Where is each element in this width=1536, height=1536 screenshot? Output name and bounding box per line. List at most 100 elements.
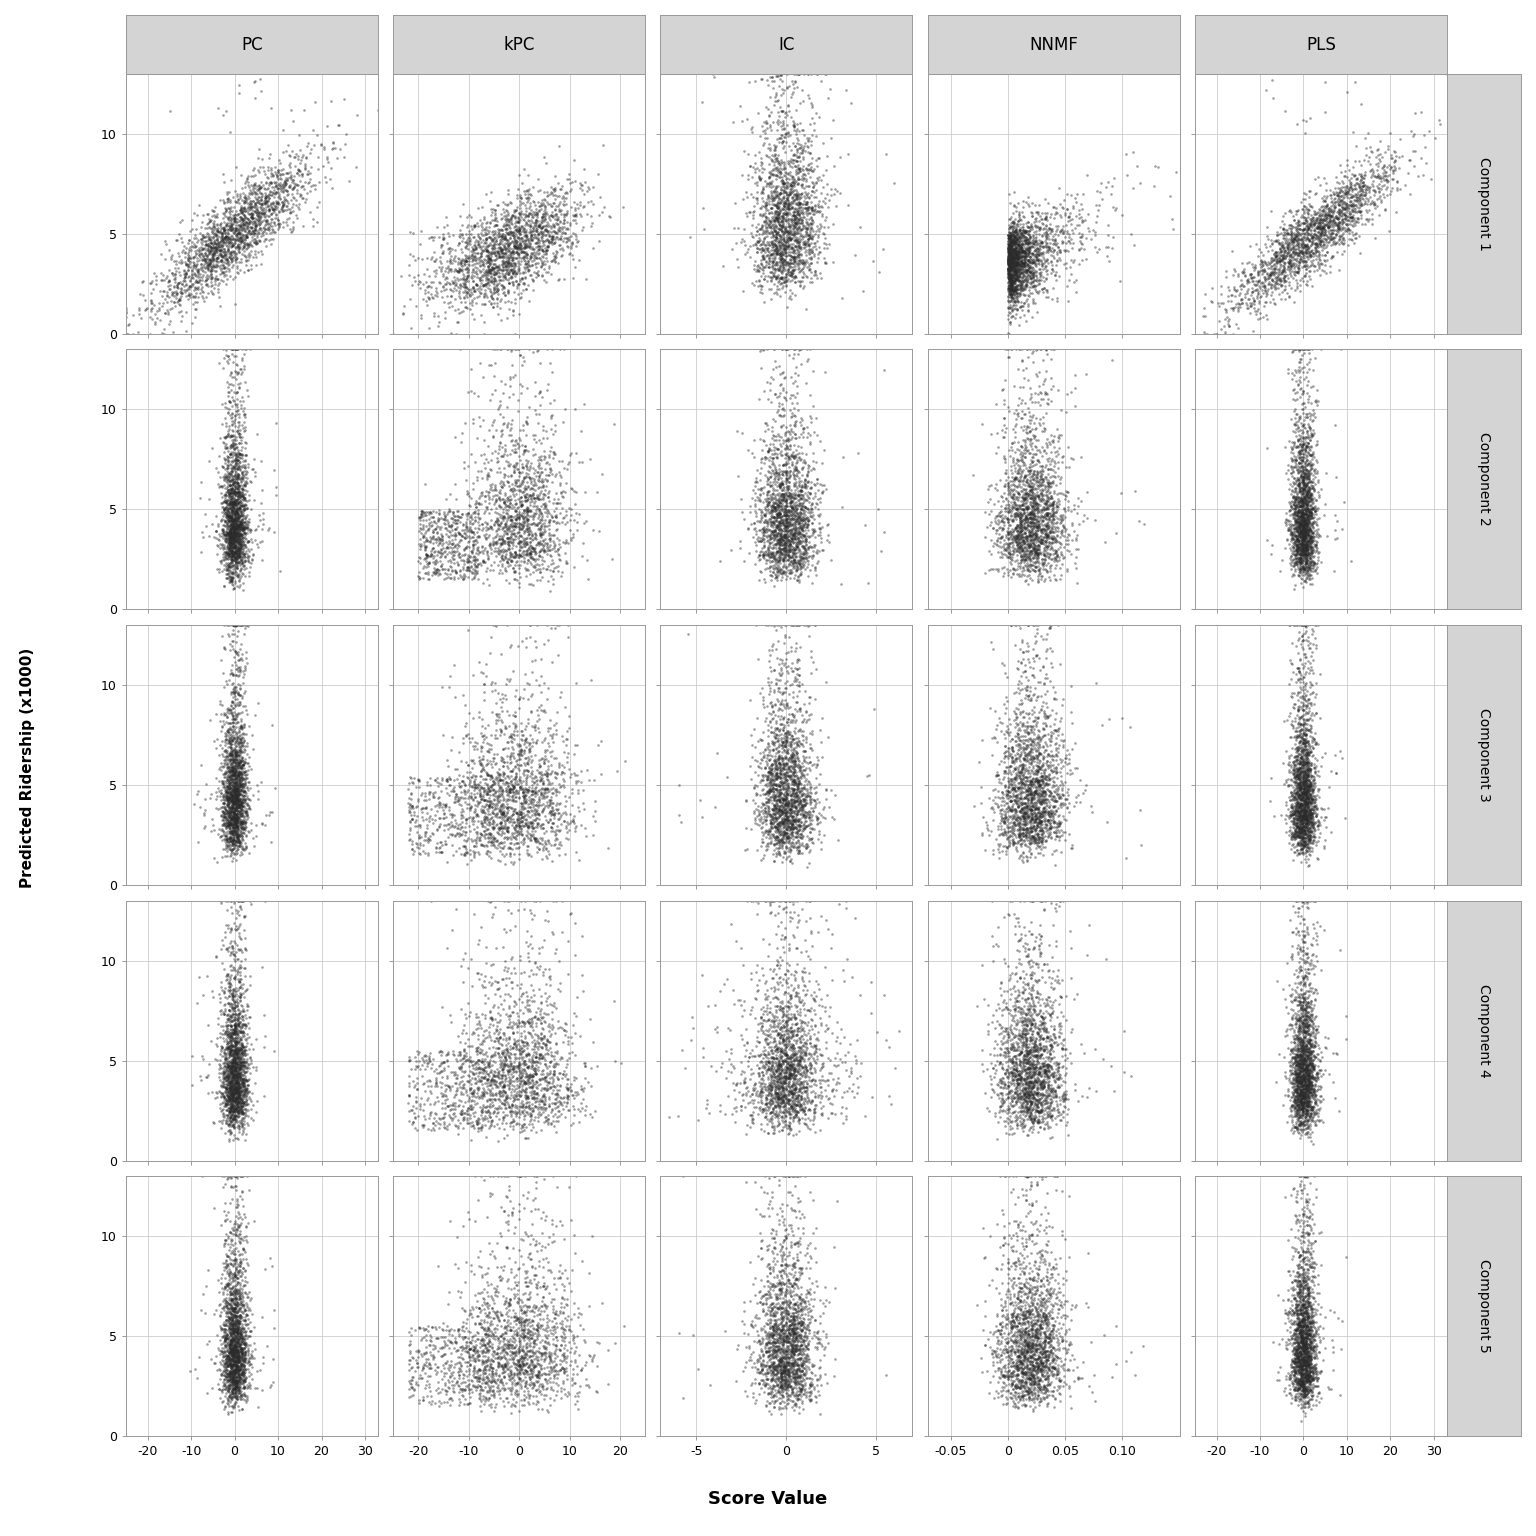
Point <box>564 1349 588 1373</box>
Point <box>492 1087 516 1112</box>
Point <box>238 183 263 207</box>
Point <box>773 1321 797 1346</box>
Point <box>766 217 791 241</box>
Point <box>470 1051 495 1075</box>
Point <box>782 1327 806 1352</box>
Point <box>1037 988 1061 1012</box>
Point <box>230 766 255 791</box>
Point <box>1292 1384 1316 1409</box>
Point <box>229 1252 253 1276</box>
Point <box>1304 813 1329 837</box>
Point <box>458 1336 482 1361</box>
Point <box>224 513 249 538</box>
Point <box>226 513 250 538</box>
Point <box>783 1326 808 1350</box>
Point <box>220 1026 244 1051</box>
Point <box>544 779 568 803</box>
Point <box>218 1049 243 1074</box>
Point <box>1292 1077 1316 1101</box>
Point <box>476 793 501 817</box>
Point <box>1040 493 1064 518</box>
Point <box>1246 269 1270 293</box>
Point <box>768 200 793 224</box>
Point <box>770 174 794 198</box>
Point <box>790 1310 814 1335</box>
Point <box>545 699 570 723</box>
Point <box>1304 551 1329 576</box>
Point <box>1298 243 1322 267</box>
Point <box>793 467 817 492</box>
Point <box>1014 677 1038 702</box>
Point <box>766 1083 791 1107</box>
Point <box>406 768 430 793</box>
Point <box>1289 1318 1313 1342</box>
Point <box>782 1350 806 1375</box>
Point <box>994 1307 1018 1332</box>
Point <box>760 490 785 515</box>
Point <box>1286 1346 1310 1370</box>
Point <box>1293 1043 1318 1068</box>
Point <box>441 518 465 542</box>
Point <box>536 1362 561 1387</box>
Point <box>229 1358 253 1382</box>
Point <box>1015 545 1040 570</box>
Point <box>791 482 816 507</box>
Point <box>995 1263 1020 1287</box>
Point <box>235 1046 260 1071</box>
Point <box>1028 888 1052 912</box>
Point <box>1026 1111 1051 1135</box>
Point <box>1035 1342 1060 1367</box>
Point <box>1008 250 1032 275</box>
Point <box>1031 1358 1055 1382</box>
Point <box>1012 800 1037 825</box>
Point <box>994 531 1018 556</box>
Point <box>1292 697 1316 722</box>
Point <box>1034 809 1058 834</box>
Point <box>229 1342 253 1367</box>
Point <box>1296 852 1321 877</box>
Point <box>233 507 258 531</box>
Point <box>507 510 531 535</box>
Point <box>518 227 542 252</box>
Point <box>430 1318 455 1342</box>
Point <box>1322 175 1347 200</box>
Point <box>762 1005 786 1029</box>
Point <box>986 533 1011 558</box>
Point <box>760 737 785 762</box>
Point <box>502 210 527 235</box>
Point <box>502 1031 527 1055</box>
Point <box>214 525 238 550</box>
Point <box>1003 515 1028 539</box>
Point <box>478 1338 502 1362</box>
Point <box>1046 238 1071 263</box>
Point <box>1295 212 1319 237</box>
Point <box>226 516 250 541</box>
Point <box>822 183 846 207</box>
Point <box>465 1038 490 1063</box>
Point <box>1000 498 1025 522</box>
Point <box>416 1068 441 1092</box>
Point <box>1298 1066 1322 1091</box>
Point <box>1069 235 1094 260</box>
Point <box>1290 542 1315 567</box>
Point <box>1012 485 1037 510</box>
Point <box>989 1071 1014 1095</box>
Point <box>220 198 244 223</box>
Point <box>742 198 766 223</box>
Point <box>538 535 562 559</box>
Point <box>1011 218 1035 243</box>
Point <box>227 1049 252 1074</box>
Point <box>1014 1301 1038 1326</box>
Point <box>1332 230 1356 255</box>
Point <box>980 1342 1005 1367</box>
Point <box>782 206 806 230</box>
Point <box>780 1064 805 1089</box>
Point <box>759 763 783 788</box>
Point <box>1286 737 1310 762</box>
Point <box>229 1324 253 1349</box>
Point <box>220 1037 244 1061</box>
Point <box>429 839 453 863</box>
Point <box>585 733 610 757</box>
Point <box>1038 786 1063 811</box>
Point <box>1041 1044 1066 1069</box>
